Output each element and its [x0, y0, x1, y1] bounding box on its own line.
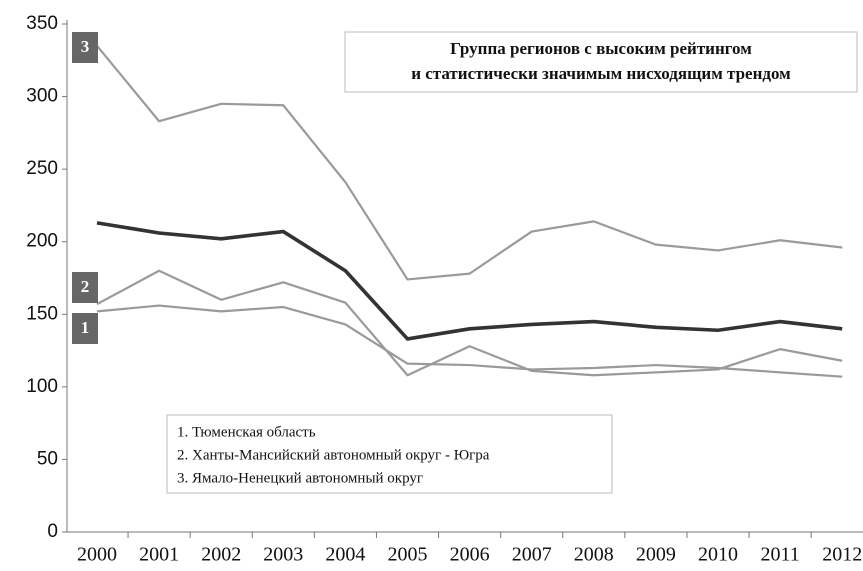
series-line — [96, 221, 843, 341]
annotation-box — [72, 32, 98, 63]
chart-title: Группа регионов с высоким рейтингом — [450, 39, 752, 58]
x-tick-label: 2009 — [636, 544, 676, 566]
x-tick-label: 2004 — [325, 544, 365, 566]
series-line — [96, 304, 843, 378]
annotation: 3 — [81, 37, 90, 56]
legend-box — [166, 414, 613, 494]
legend-entry: 2. Ханты-Мансийский автономный округ - Ю… — [177, 447, 490, 463]
x-tick-label: 2000 — [77, 544, 117, 566]
y-tick-label: 250 — [26, 158, 58, 179]
x-tick-label: 2010 — [698, 544, 738, 566]
annotation: 2 — [81, 277, 90, 296]
annotation-box — [72, 272, 98, 303]
chart-title: и статистически значимым нисходящим трен… — [411, 64, 791, 83]
y-tick-label: 50 — [37, 448, 58, 469]
series-line — [96, 45, 843, 281]
y-tick-label: 350 — [26, 13, 58, 34]
y-tick-label: 100 — [26, 376, 58, 397]
x-tick-label: 2006 — [450, 544, 490, 566]
annotation-box — [72, 313, 98, 344]
annotation: 1 — [81, 318, 90, 337]
x-tick-label: 2008 — [574, 544, 614, 566]
y-tick-label: 150 — [26, 303, 58, 324]
x-tick-label: 2011 — [760, 544, 799, 566]
x-tick-label: 2003 — [263, 544, 303, 566]
legend-entry: 1. Тюменская область — [177, 424, 316, 440]
legend-entry: 3. Ямало-Ненецкий автономный округ — [177, 470, 423, 486]
series-line — [96, 269, 843, 377]
x-tick-label: 2002 — [201, 544, 241, 566]
y-tick-label: 0 — [47, 521, 58, 542]
x-tick-label: 2001 — [139, 544, 179, 566]
x-tick-label: 2012 — [822, 544, 862, 566]
title-box — [344, 31, 858, 93]
y-tick-label: 300 — [26, 86, 58, 107]
y-tick-label: 200 — [26, 231, 58, 252]
x-tick-label: 2007 — [512, 544, 552, 566]
x-tick-label: 2005 — [388, 544, 428, 566]
